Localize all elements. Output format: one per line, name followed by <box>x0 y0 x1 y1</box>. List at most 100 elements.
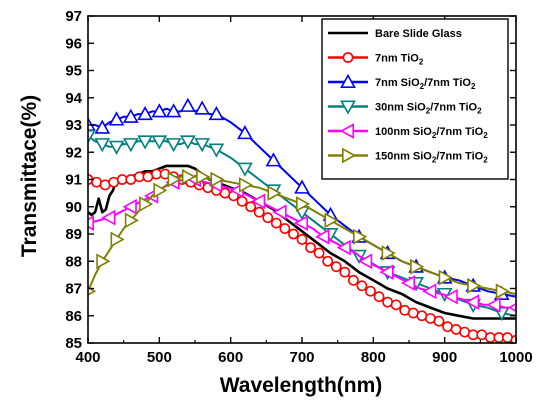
y-tick-label: 86 <box>65 308 82 325</box>
data-point <box>208 105 225 121</box>
y-tick-label: 94 <box>65 90 82 107</box>
data-point <box>330 261 342 273</box>
legend-label: 7nm TiO2 <box>375 53 424 67</box>
legend-marker <box>341 147 357 164</box>
data-point <box>94 119 111 134</box>
data-point <box>108 140 125 155</box>
series-1 <box>88 168 516 343</box>
data-point <box>294 179 310 194</box>
data-point <box>296 234 308 245</box>
data-point <box>122 138 139 153</box>
data-point <box>422 283 437 300</box>
series-line <box>88 175 516 295</box>
data-point <box>96 253 111 270</box>
data-point <box>208 143 225 158</box>
y-tick-label: 96 <box>65 35 82 52</box>
x-tick-label: 500 <box>147 349 172 366</box>
data-point <box>270 217 282 229</box>
y-tick-label: 87 <box>65 281 82 298</box>
y-tick-label: 89 <box>65 226 82 243</box>
legend-marker <box>339 123 355 139</box>
data-point <box>433 315 445 327</box>
data-point <box>194 138 210 153</box>
data-point <box>443 288 458 305</box>
data-point <box>167 171 182 188</box>
data-point <box>122 198 137 215</box>
data-point <box>245 201 257 213</box>
data-point <box>165 138 182 153</box>
x-tick-label: 900 <box>432 349 457 366</box>
legend-label: 30nm SiO2/7nm TiO2 <box>375 102 482 116</box>
legend-marker <box>342 52 354 63</box>
x-tick-label: 600 <box>218 349 243 366</box>
data-point <box>410 258 425 275</box>
data-point <box>467 277 482 294</box>
data-point <box>137 135 153 150</box>
data-point <box>322 255 334 267</box>
data-point <box>347 274 359 286</box>
data-point <box>293 215 309 231</box>
data-point <box>88 215 94 231</box>
data-point <box>353 228 368 245</box>
legend-label: 7nm SiO2/7nm TiO2 <box>375 77 476 91</box>
y-tick-label: 97 <box>65 8 82 25</box>
data-point <box>465 294 480 310</box>
x-tick-label: 800 <box>361 349 386 366</box>
data-point <box>313 247 325 259</box>
data-point <box>438 269 453 286</box>
data-point <box>272 204 287 221</box>
data-point <box>336 239 351 256</box>
data-point <box>124 212 139 229</box>
data-point <box>88 129 96 145</box>
legend-marker <box>340 73 356 88</box>
data-point <box>381 245 396 261</box>
y-tick-label: 95 <box>65 63 82 80</box>
data-point <box>262 212 274 224</box>
data-point <box>151 135 168 150</box>
data-point <box>180 135 196 150</box>
y-tick-label: 90 <box>65 199 82 216</box>
legend: Bare Slide Glass 7nm TiO2 7nm SiO2/7nm TiO… <box>321 18 509 180</box>
x-tick-label: 400 <box>75 349 100 366</box>
data-point <box>194 100 210 115</box>
legend-label: 100nm SiO2/7nm TiO2 <box>375 126 488 140</box>
data-point <box>288 228 299 240</box>
data-point <box>137 105 153 121</box>
x-tick-label: 1000 <box>499 349 532 366</box>
data-point <box>237 162 253 177</box>
data-point <box>101 209 116 226</box>
data-point <box>110 231 125 248</box>
legend-box <box>321 18 509 180</box>
x-axis-title: Wavelength(nm) <box>220 374 383 397</box>
data-point <box>196 168 211 185</box>
data-point <box>108 111 125 126</box>
data-point <box>122 108 139 123</box>
legend-label: 150nm SiO2/7nm TiO2 <box>375 151 488 165</box>
data-point <box>265 152 282 167</box>
legend-marker <box>340 100 356 115</box>
y-tick-label: 88 <box>65 253 82 270</box>
y-tick-label: 85 <box>65 335 82 352</box>
data-point <box>165 103 182 118</box>
data-point <box>210 171 225 188</box>
data-point <box>324 212 339 229</box>
data-point <box>236 195 248 207</box>
data-point <box>267 185 282 201</box>
data-point <box>400 275 416 291</box>
data-point <box>180 97 196 112</box>
data-point <box>495 283 510 300</box>
data-point <box>139 196 154 212</box>
data-point <box>251 193 266 210</box>
legend-label: Bare Slide Glass <box>375 28 462 40</box>
data-point <box>339 266 351 278</box>
data-point <box>238 177 254 193</box>
data-point <box>315 228 330 245</box>
axes: 400 500 600 700 800 900 1000 85 86 87 88 89 90 91 92 93… <box>65 8 532 366</box>
x-tick-label: 700 <box>289 349 314 366</box>
data-point <box>358 253 373 270</box>
data-point <box>486 296 501 313</box>
data-point <box>153 182 168 199</box>
y-tick-label: 93 <box>65 117 82 134</box>
data-point <box>295 196 311 212</box>
y-tick-label: 92 <box>65 144 82 161</box>
